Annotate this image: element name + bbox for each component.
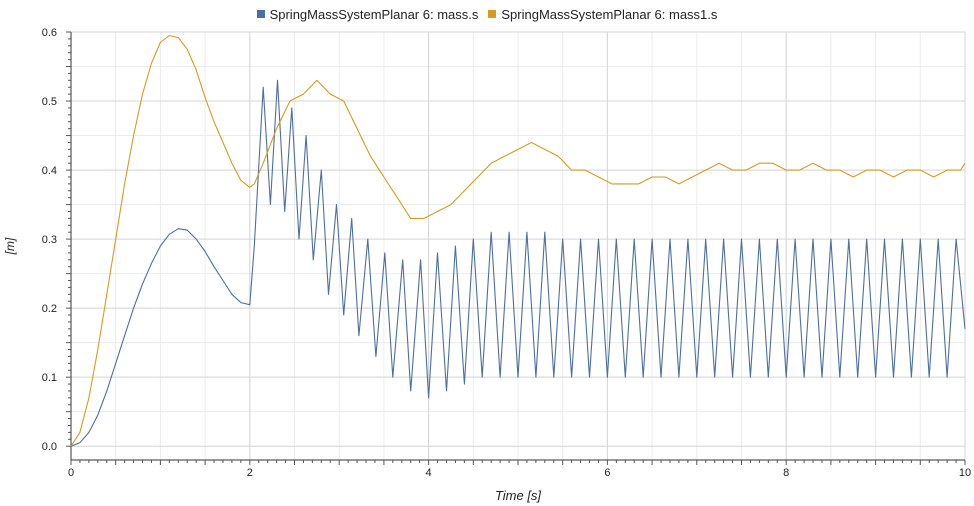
x-tick-label: 6	[604, 467, 610, 479]
legend-item: SpringMassSystemPlanar 6: mass.s	[256, 6, 479, 22]
legend-label: SpringMassSystemPlanar 6: mass.s	[269, 6, 479, 22]
y-tick-label: 0.5	[42, 96, 57, 108]
legend-item: SpringMassSystemPlanar 6: mass1.s	[488, 7, 717, 22]
x-tick-label: 4	[426, 467, 432, 479]
x-axis-label: Time [s]	[495, 488, 541, 503]
x-tick-label: 8	[783, 467, 789, 479]
y-tick-label: 0.0	[42, 441, 57, 453]
legend: SpringMassSystemPlanar 6: mass.s SpringMa…	[0, 4, 974, 24]
y-tick-label: 0.1	[42, 372, 57, 384]
series-line-0	[70, 79, 966, 447]
x-tick-label: 0	[68, 467, 74, 479]
y-tick-label: 0.2	[42, 303, 57, 315]
y-tick-label: 0.4	[42, 165, 57, 177]
y-axis-label: [m]	[3, 237, 17, 255]
legend-swatch	[256, 10, 265, 18]
legend-swatch	[488, 10, 497, 18]
x-tick-label: 10	[959, 467, 971, 479]
x-tick-label: 2	[247, 467, 253, 479]
legend-label: SpringMassSystemPlanar 6: mass1.s	[501, 6, 718, 22]
y-tick-label: 0.3	[42, 234, 57, 246]
series-line-1	[70, 34, 966, 447]
y-tick-label: 0.6	[42, 27, 57, 39]
